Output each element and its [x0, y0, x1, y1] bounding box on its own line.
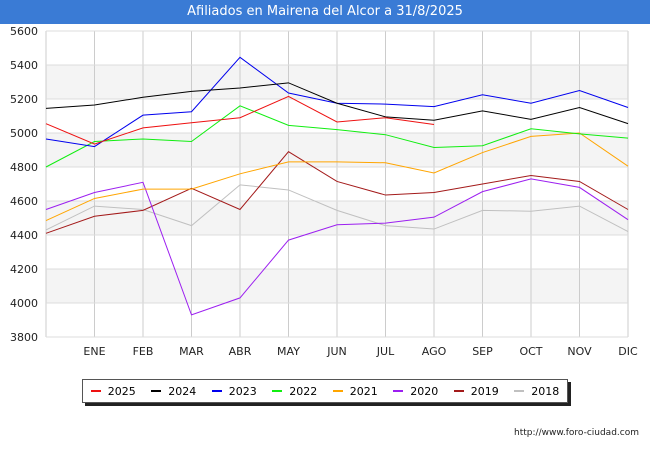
legend-item-2025: 2025 [90, 384, 136, 398]
x-tick-label: AGO [422, 345, 447, 358]
series-line-2025 [45, 95, 435, 145]
x-tick-label: FEB [133, 345, 154, 358]
legend-item-2019: 2019 [453, 384, 499, 398]
horizontal-gridlines [46, 30, 628, 338]
y-tick-label: 5200 [10, 93, 38, 106]
legend-item-2023: 2023 [211, 384, 257, 398]
legend-label: 2020 [410, 384, 439, 398]
legend-label: 2025 [107, 384, 136, 398]
legend-label: 2022 [289, 384, 318, 398]
x-tick-label: JUN [326, 345, 347, 358]
legend-swatch [211, 390, 222, 392]
chart-title: Afiliados en Mairena del Alcor a 31/8/20… [0, 0, 650, 24]
legend-swatch [151, 390, 162, 392]
x-tick-label: DIC [618, 345, 638, 358]
series-line-2021 [45, 132, 629, 222]
x-tick-label: ENE [83, 345, 105, 358]
y-tick-label: 5400 [10, 59, 38, 72]
legend-label: 2023 [228, 384, 257, 398]
x-tick-label: ABR [229, 345, 252, 358]
x-tick-label: MAY [277, 345, 300, 358]
y-tick-label: 4400 [10, 229, 38, 242]
x-axis-tick-labels: ENE FEB MAR ABR MAY JUN JUL AGO SEP OCT NOV DIC [83, 345, 638, 358]
y-tick-label: 3800 [10, 331, 38, 344]
legend-item-2024: 2024 [151, 385, 196, 398]
series-line-2020 [45, 178, 629, 316]
legend-item-2018: 2018 [514, 385, 559, 398]
legend-swatch [272, 390, 283, 392]
series-line-2019 [45, 151, 629, 234]
x-tick-label: SEP [472, 345, 493, 358]
y-tick-label: 4000 [10, 297, 38, 310]
x-tick-label: MAR [179, 345, 204, 358]
legend-swatch [453, 390, 464, 392]
series-line-2024 [45, 82, 629, 125]
legend: 2025 2024 2023 2022 2021 2020 2019 2018 [82, 379, 568, 403]
legend-swatch [90, 390, 101, 392]
legend-item-2022: 2022 [272, 385, 317, 398]
series-line-2022 [45, 105, 629, 168]
series-line-2018 [45, 184, 629, 233]
legend-item-2020: 2020 [393, 385, 438, 398]
legend-label: 2021 [349, 384, 378, 398]
y-tick-label: 4800 [10, 161, 38, 174]
y-tick-label: 4600 [10, 195, 38, 208]
x-tick-label: JUL [376, 345, 395, 358]
y-tick-label: 4200 [10, 263, 38, 276]
y-tick-label: 5600 [10, 25, 38, 38]
legend-swatch [393, 390, 404, 392]
line-chart: 3800 4000 4200 4400 4600 4800 5000 5200 5400 5600… [10, 25, 638, 358]
series-lines [45, 56, 629, 316]
source-url: http://www.foro-ciudad.com [514, 428, 639, 438]
legend-label: 2018 [531, 384, 560, 398]
y-tick-label: 5000 [10, 127, 38, 140]
legend-label: 2024 [168, 384, 197, 398]
y-axis-tick-labels: 3800 4000 4200 4400 4600 4800 5000 5200 5400 5600 [10, 25, 38, 344]
legend-label: 2019 [470, 384, 499, 398]
legend-swatch [514, 390, 525, 392]
x-tick-label: OCT [519, 345, 542, 358]
x-tick-label: NOV [567, 345, 592, 358]
legend-swatch [332, 390, 343, 392]
legend-item-2021: 2021 [332, 384, 378, 398]
